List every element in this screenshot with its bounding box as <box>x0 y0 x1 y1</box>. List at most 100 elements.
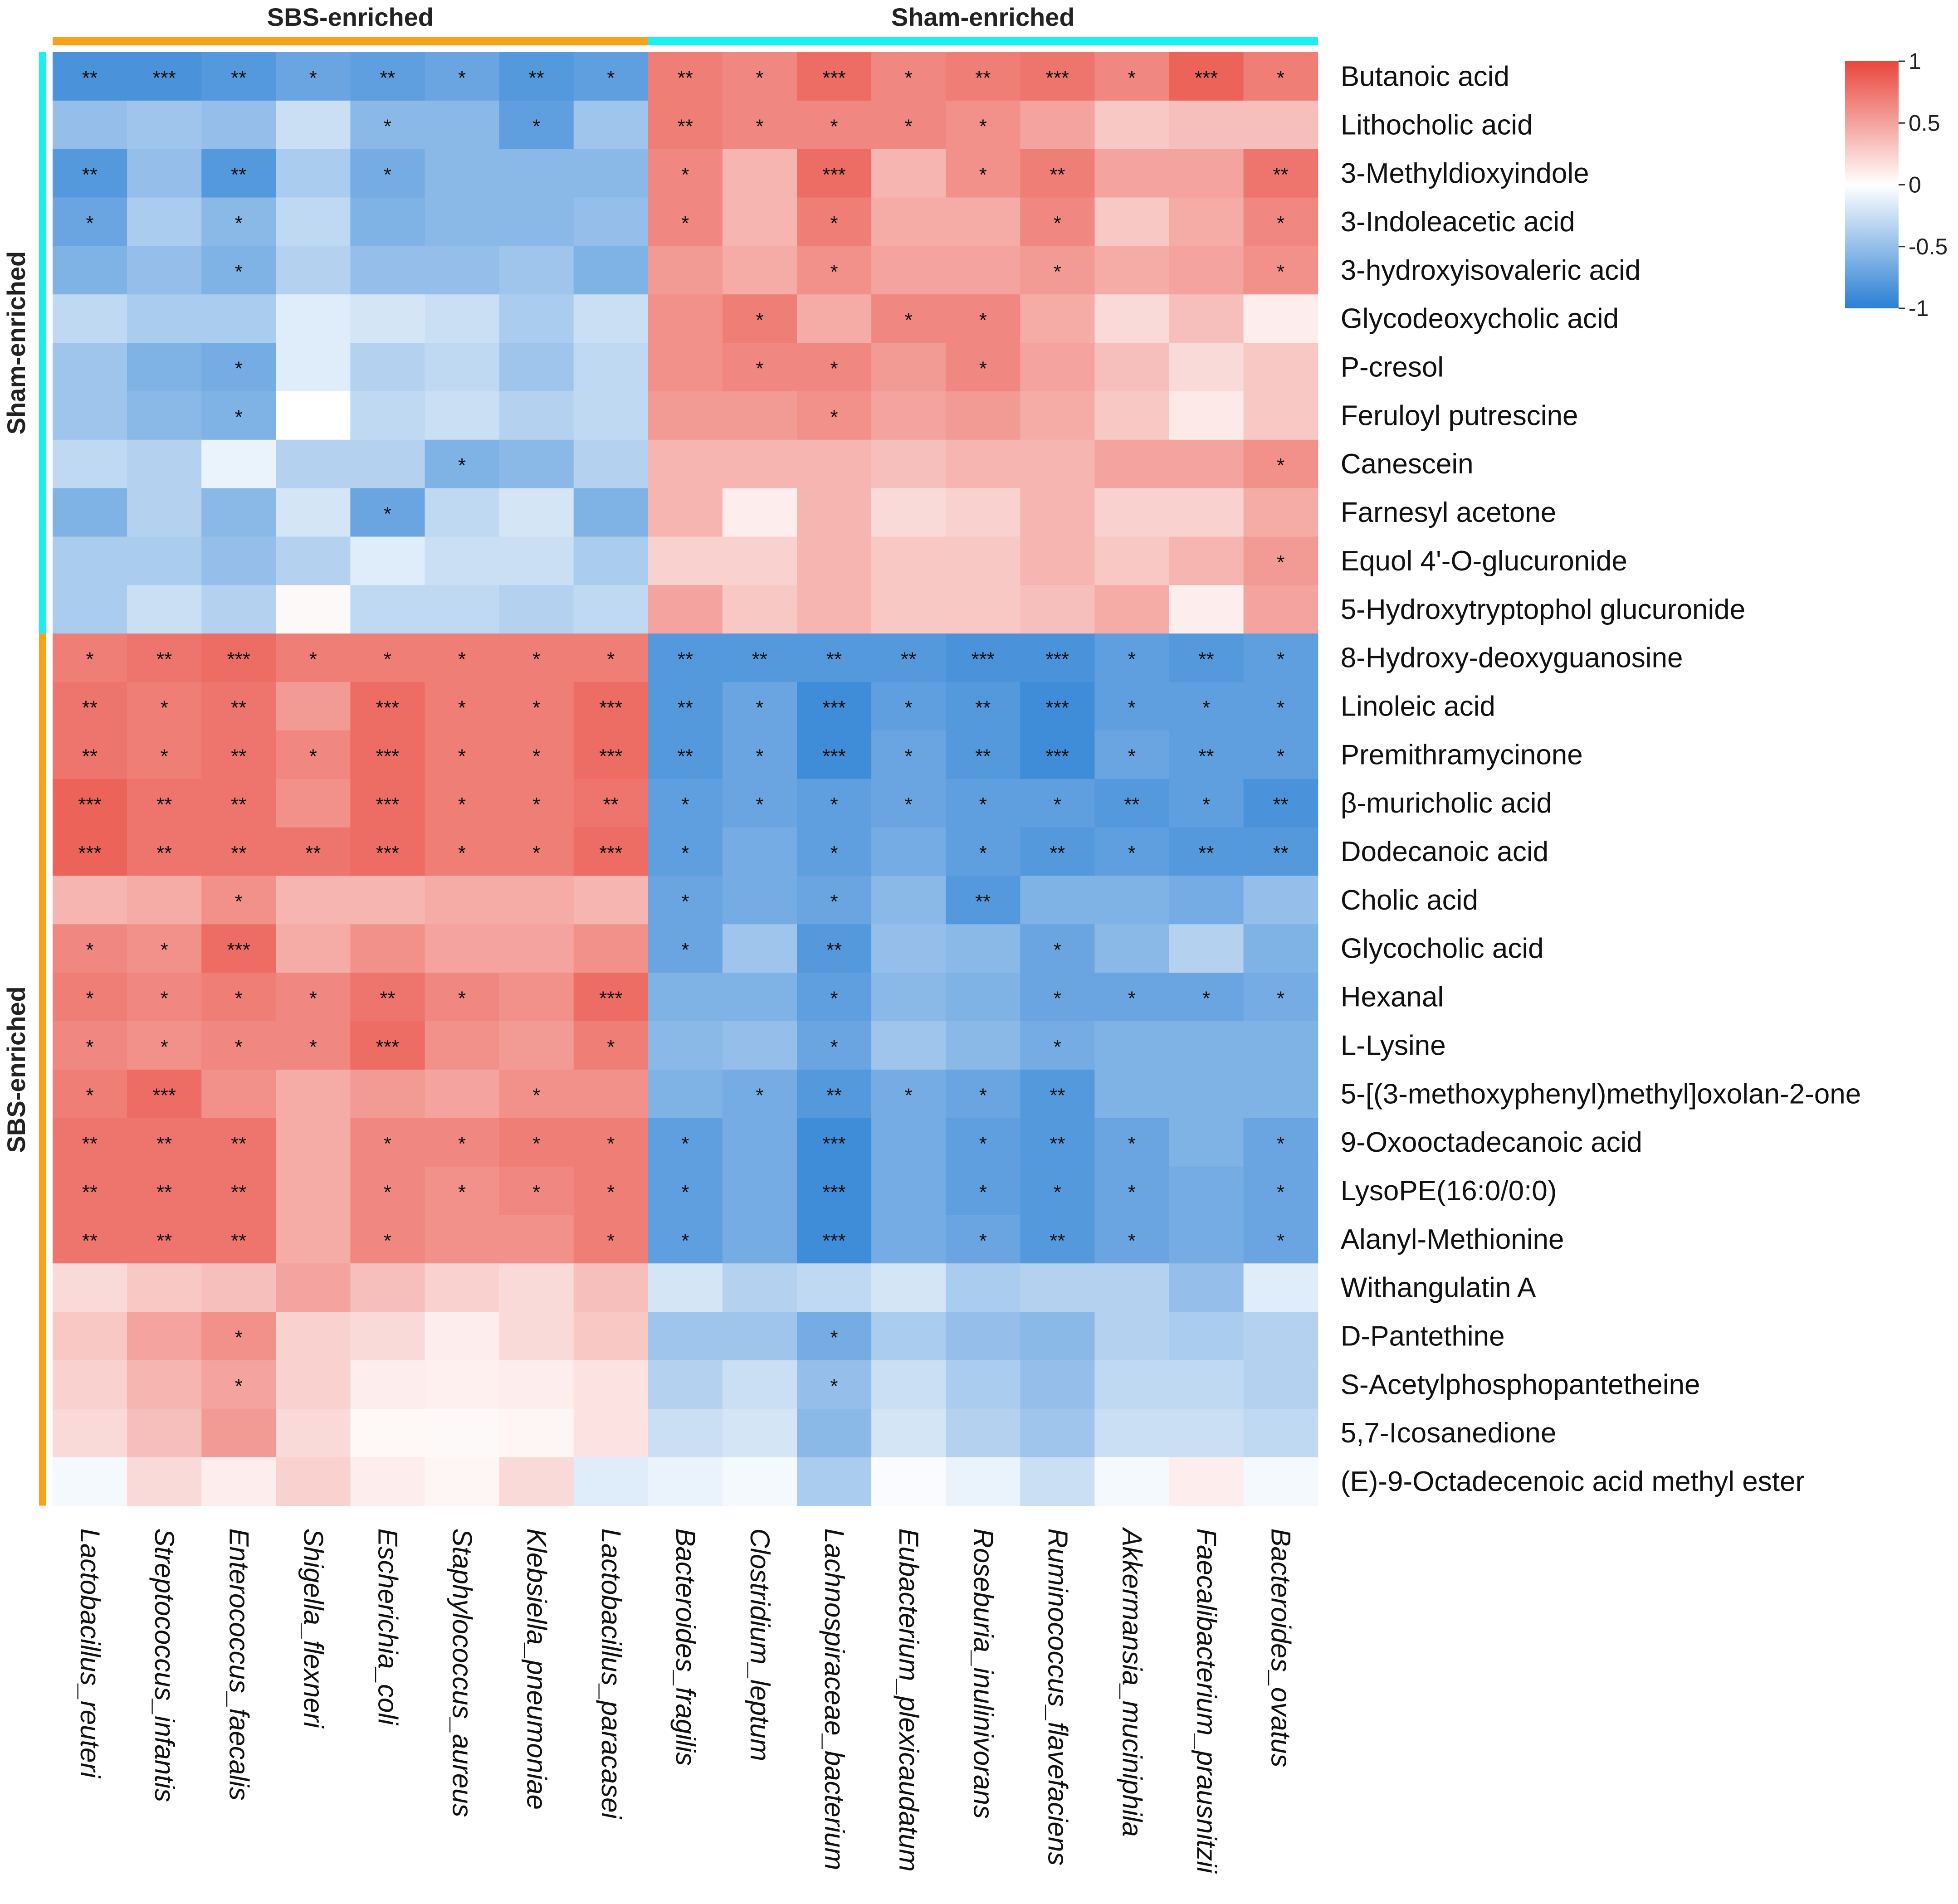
heatmap-cell <box>1020 149 1095 198</box>
heatmap-cell <box>722 439 797 489</box>
heatmap-cell <box>1169 197 1244 246</box>
heatmap-cell <box>722 1021 797 1070</box>
heatmap-cell <box>201 1118 276 1167</box>
significance-mark: * <box>1277 1181 1284 1203</box>
heatmap-cell <box>946 1263 1021 1312</box>
heatmap-cell <box>1020 536 1095 585</box>
significance-mark: * <box>309 988 317 1010</box>
heatmap-cell <box>1243 246 1318 295</box>
heatmap-cell <box>1243 633 1318 682</box>
heatmap-cell <box>350 682 425 731</box>
heatmap-cell <box>946 924 1021 973</box>
heatmap-cell <box>1020 1408 1095 1458</box>
heatmap-cell <box>1094 633 1170 682</box>
heatmap-cell <box>573 1312 649 1361</box>
significance-mark: *** <box>822 696 845 719</box>
heatmap-cell <box>871 391 946 440</box>
significance-mark: * <box>1054 1181 1061 1203</box>
heatmap-cell <box>1020 585 1095 634</box>
heatmap-cell <box>946 391 1021 440</box>
heatmap-cell <box>1020 1021 1095 1070</box>
significance-mark: * <box>1054 261 1061 283</box>
heatmap-cell <box>499 536 574 585</box>
heatmap-cell <box>1020 973 1095 1022</box>
heatmap-cell <box>350 633 425 682</box>
heatmap-cell <box>276 1360 351 1409</box>
significance-mark: * <box>905 696 913 719</box>
heatmap-cell <box>201 100 276 150</box>
significance-mark: ** <box>1273 842 1289 864</box>
heatmap-cell <box>1094 1215 1170 1264</box>
heatmap-cell <box>350 391 425 440</box>
heatmap-cell <box>1169 1069 1244 1119</box>
significance-mark: * <box>384 648 391 671</box>
heatmap-cell <box>871 343 946 392</box>
row-label: 5,7-Icosanedione <box>1341 1417 1557 1449</box>
heatmap-cell <box>722 1408 797 1458</box>
heatmap-cell <box>1020 1069 1095 1119</box>
heatmap-cell <box>350 973 425 1022</box>
heatmap-cell <box>1094 488 1170 537</box>
significance-mark: *** <box>376 696 399 719</box>
heatmap-cell <box>871 682 946 731</box>
heatmap-cell <box>1020 633 1095 682</box>
heatmap-cell <box>573 536 649 585</box>
heatmap-cell <box>573 876 649 925</box>
heatmap-cell <box>53 585 127 634</box>
color-legend: 1 0.5 0 -0.5 -1 <box>1845 49 1948 321</box>
significance-mark: * <box>905 794 913 816</box>
significance-mark: * <box>607 1181 615 1203</box>
significance-mark: * <box>1202 988 1210 1010</box>
heatmap-cell <box>946 488 1021 537</box>
heatmap-cell <box>871 1263 946 1312</box>
heatmap-cell <box>573 973 649 1022</box>
heatmap-cell <box>1094 682 1170 731</box>
heatmap-cell <box>276 294 351 343</box>
significance-mark: * <box>86 988 93 1010</box>
significance-mark: * <box>979 164 987 186</box>
heatmap-cell <box>722 100 797 150</box>
heatmap-cell <box>1243 52 1318 101</box>
heatmap-cell <box>648 1118 723 1167</box>
significance-mark: * <box>830 794 838 816</box>
heatmap-cell <box>127 585 202 634</box>
heatmap-cell <box>201 827 276 877</box>
heatmap-cell <box>722 294 797 343</box>
heatmap-cell <box>871 973 946 1022</box>
heatmap-cell <box>201 1215 276 1264</box>
column-label: Faecalibacterium_prausnitzii <box>1191 1529 1222 1874</box>
heatmap-cell <box>276 149 351 198</box>
significance-mark: ** <box>975 745 991 767</box>
heatmap-cell <box>499 924 574 973</box>
heatmap-cell <box>1243 100 1318 150</box>
heatmap-cell <box>1243 585 1318 634</box>
significance-mark: * <box>309 745 317 767</box>
heatmap-cell <box>276 585 351 634</box>
heatmap-cell <box>871 1166 946 1215</box>
significance-mark: ** <box>1198 745 1214 767</box>
heatmap-cell <box>1020 682 1095 731</box>
significance-mark: * <box>607 648 615 671</box>
significance-mark: * <box>384 1181 391 1203</box>
heatmap-cell <box>1020 294 1095 343</box>
significance-mark: *** <box>822 745 845 767</box>
heatmap-cell <box>499 876 574 925</box>
heatmap-cell <box>1020 1263 1095 1312</box>
heatmap-cell <box>1169 100 1244 150</box>
significance-mark: * <box>979 358 987 380</box>
heatmap-cell <box>499 294 574 343</box>
significance-mark: * <box>86 648 93 671</box>
heatmap-cell <box>1243 197 1318 246</box>
heatmap-cell <box>1243 149 1318 198</box>
significance-mark: * <box>1054 212 1061 234</box>
significance-mark: ** <box>901 648 916 671</box>
top-group-bar <box>53 37 648 45</box>
row-label: Hexanal <box>1341 982 1444 1013</box>
heatmap-cell <box>871 439 946 489</box>
heatmap-cell <box>648 391 723 440</box>
heatmap-cell <box>797 827 872 877</box>
heatmap-cell <box>1169 391 1244 440</box>
heatmap-cell <box>276 1021 351 1070</box>
significance-mark: ** <box>1198 842 1214 864</box>
heatmap-cell <box>53 973 127 1022</box>
